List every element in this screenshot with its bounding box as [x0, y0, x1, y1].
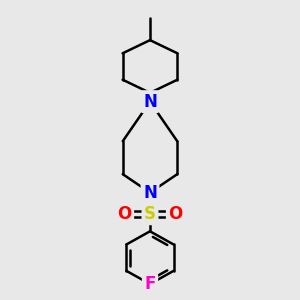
Text: N: N [143, 184, 157, 202]
Text: S: S [144, 205, 156, 223]
Text: O: O [168, 205, 183, 223]
Text: F: F [144, 275, 156, 293]
Text: O: O [117, 205, 132, 223]
Text: N: N [143, 93, 157, 111]
